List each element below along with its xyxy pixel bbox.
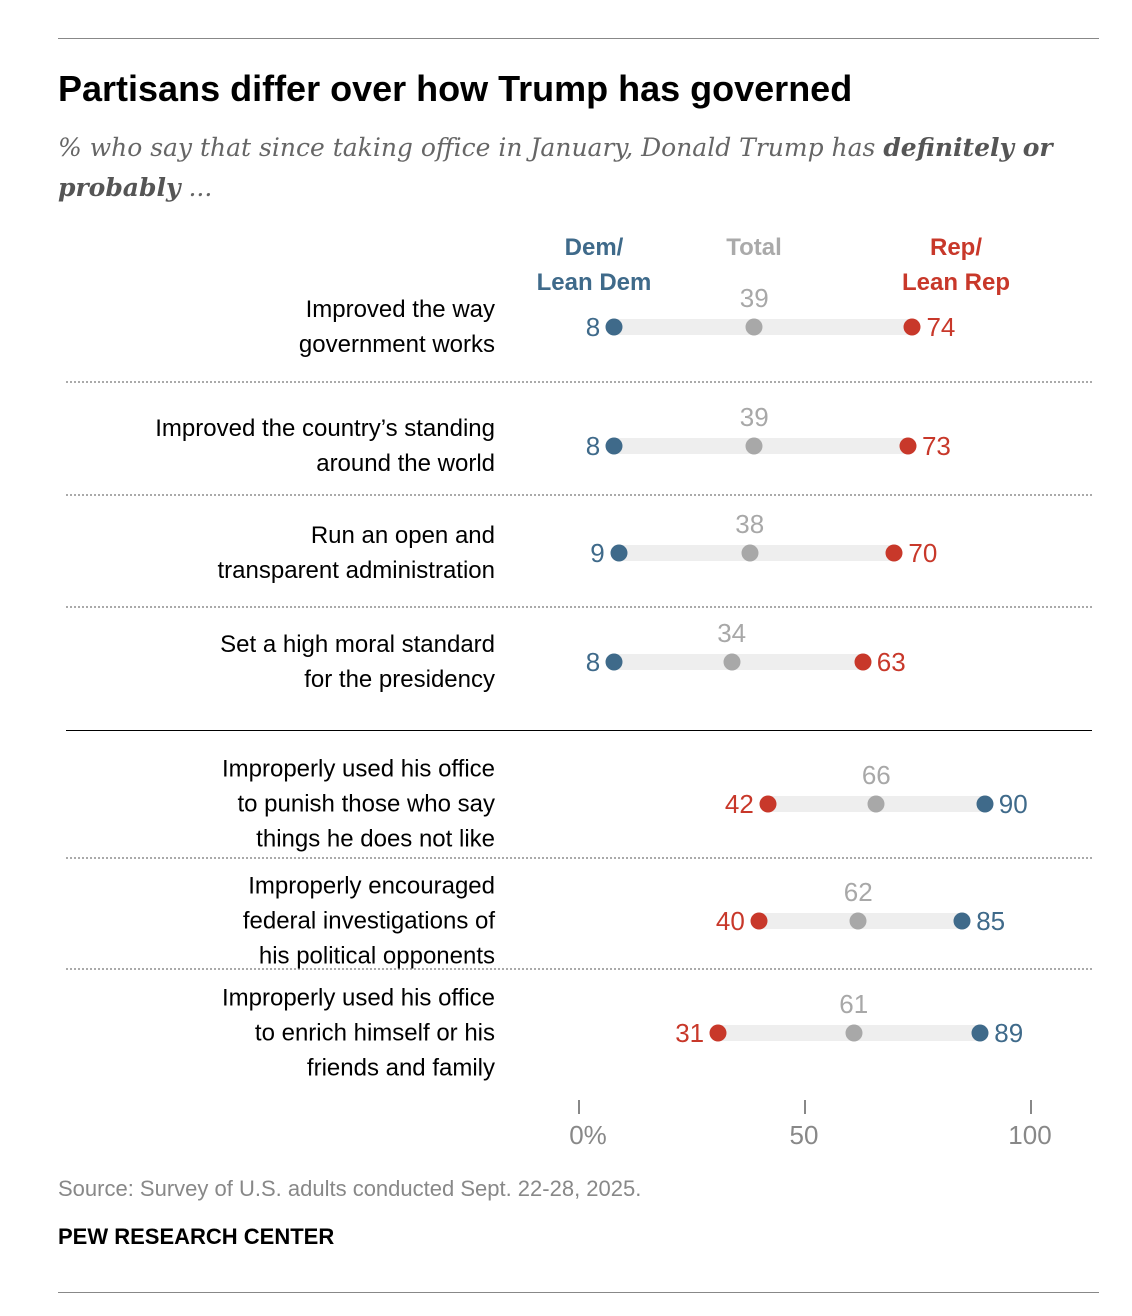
- total-value: 39: [739, 283, 769, 313]
- dem-value: 8: [585, 647, 601, 677]
- legend-rep-line2: Lean Rep: [901, 269, 1011, 296]
- row-label: Improved the country’s standing around th…: [155, 411, 495, 481]
- rep-value: 73: [921, 431, 951, 461]
- range-bar: [614, 319, 913, 335]
- row-label-line: for the presidency: [304, 666, 495, 693]
- rep-value: 42: [724, 789, 754, 819]
- total-dot: [723, 653, 741, 671]
- row-label-line: Improved the country’s standing: [155, 415, 495, 442]
- chart-title: Partisans differ over how Trump has gove…: [58, 68, 853, 109]
- dem-dot: [605, 437, 623, 455]
- row-label-line: Improperly encouraged: [248, 872, 495, 900]
- row-label-line: to punish those who say: [237, 790, 496, 818]
- legend-total: Total: [726, 234, 782, 261]
- row-separator: [66, 857, 1092, 859]
- row-label-line: friends and family: [306, 1054, 495, 1082]
- axis-tick-label: 100: [1008, 1120, 1052, 1150]
- pew-logo: PEW RESEARCH CENTER: [58, 1224, 335, 1249]
- row-label: Improperly encouraged federal investigati…: [243, 869, 495, 974]
- dem-value: 8: [585, 312, 601, 342]
- row-label-line: Improved the way: [305, 296, 495, 323]
- legend-dem-line2: Lean Dem: [536, 269, 652, 296]
- dem-dot: [976, 795, 994, 813]
- axis-tick: [578, 1100, 580, 1114]
- total-value: 34: [717, 618, 747, 648]
- total-dot: [845, 1024, 863, 1042]
- dem-dot: [971, 1024, 989, 1042]
- dem-dot: [953, 912, 971, 930]
- dem-value: 9: [590, 538, 605, 568]
- rep-dot: [885, 544, 903, 562]
- axis-tick: [804, 1100, 806, 1114]
- rep-value: 70: [908, 538, 938, 568]
- total-value: 39: [739, 402, 769, 432]
- subtitle-text: % who say that since taking office in Ja…: [58, 133, 884, 162]
- row-label-line: federal investigations of: [242, 907, 495, 935]
- total-dot: [849, 912, 867, 930]
- row-label: Set a high moral standard for the preside…: [220, 627, 495, 697]
- rep-value: 31: [675, 1018, 705, 1048]
- row-label-line: around the world: [316, 450, 495, 477]
- chart-subtitle: % who say that since taking office in Ja…: [58, 128, 1108, 208]
- total-dot: [867, 795, 885, 813]
- rep-dot: [854, 653, 872, 671]
- row-label-line: Run an open and: [310, 522, 495, 549]
- rep-dot: [750, 912, 768, 930]
- total-value: 61: [839, 989, 869, 1019]
- dem-dot: [605, 653, 623, 671]
- axis-tick-label: 50: [789, 1120, 819, 1150]
- row-label-line: things he does not like: [256, 825, 495, 853]
- row-label-line: Improperly used his office: [221, 755, 495, 783]
- row-label-line: to enrich himself or his: [254, 1019, 495, 1047]
- dem-value: 89: [994, 1018, 1024, 1048]
- total-value: 38: [735, 509, 765, 539]
- dem-value: 85: [976, 906, 1006, 936]
- legend-dem-line1: Dem/: [564, 234, 624, 261]
- dem-dot: [610, 544, 628, 562]
- legend-rep: Rep/Lean Rep: [902, 230, 1010, 300]
- dem-dot: [605, 318, 623, 336]
- row-label-line: government works: [298, 331, 495, 358]
- row-label-line: his political opponents: [258, 942, 495, 970]
- total-value: 66: [861, 760, 891, 790]
- legend-rep-line1: Rep/: [929, 234, 982, 261]
- group-divider: [66, 730, 1092, 731]
- bottom-rule: [58, 1292, 1099, 1293]
- row-label-line: Improperly used his office: [221, 984, 495, 1012]
- rep-value: 74: [926, 312, 956, 342]
- axis-tick: [1030, 1100, 1032, 1114]
- source-note: Source: Survey of U.S. adults conducted …: [58, 1176, 642, 1201]
- subtitle-end: ...: [180, 173, 213, 202]
- rep-value: 63: [876, 647, 906, 677]
- row-separator: [66, 606, 1092, 608]
- row-separator: [66, 381, 1092, 383]
- row-label: Improved the way government works: [299, 292, 495, 362]
- axis-tick-label: 0%: [569, 1120, 607, 1150]
- rep-dot: [899, 437, 917, 455]
- total-dot: [741, 544, 759, 562]
- dem-value: 90: [998, 789, 1028, 819]
- rep-value: 40: [715, 906, 745, 936]
- legend-dem: Dem/Lean Dem: [537, 230, 652, 300]
- total-value: 62: [843, 877, 873, 907]
- row-label-line: transparent administration: [217, 557, 495, 584]
- top-rule: [58, 38, 1099, 39]
- row-label: Improperly used his office to punish thos…: [222, 752, 495, 857]
- total-dot: [745, 437, 763, 455]
- rep-dot: [709, 1024, 727, 1042]
- dem-value: 8: [585, 431, 601, 461]
- subtitle-bold: definitely or probably: [58, 133, 1053, 202]
- row-separator: [66, 494, 1092, 496]
- row-label: Run an open and transparent administratio…: [218, 518, 495, 588]
- total-dot: [745, 318, 763, 336]
- rep-dot: [903, 318, 921, 336]
- row-label: Improperly used his office to enrich hims…: [222, 981, 495, 1086]
- row-label-line: Set a high moral standard: [220, 631, 495, 658]
- row-separator: [66, 968, 1092, 970]
- rep-dot: [759, 795, 777, 813]
